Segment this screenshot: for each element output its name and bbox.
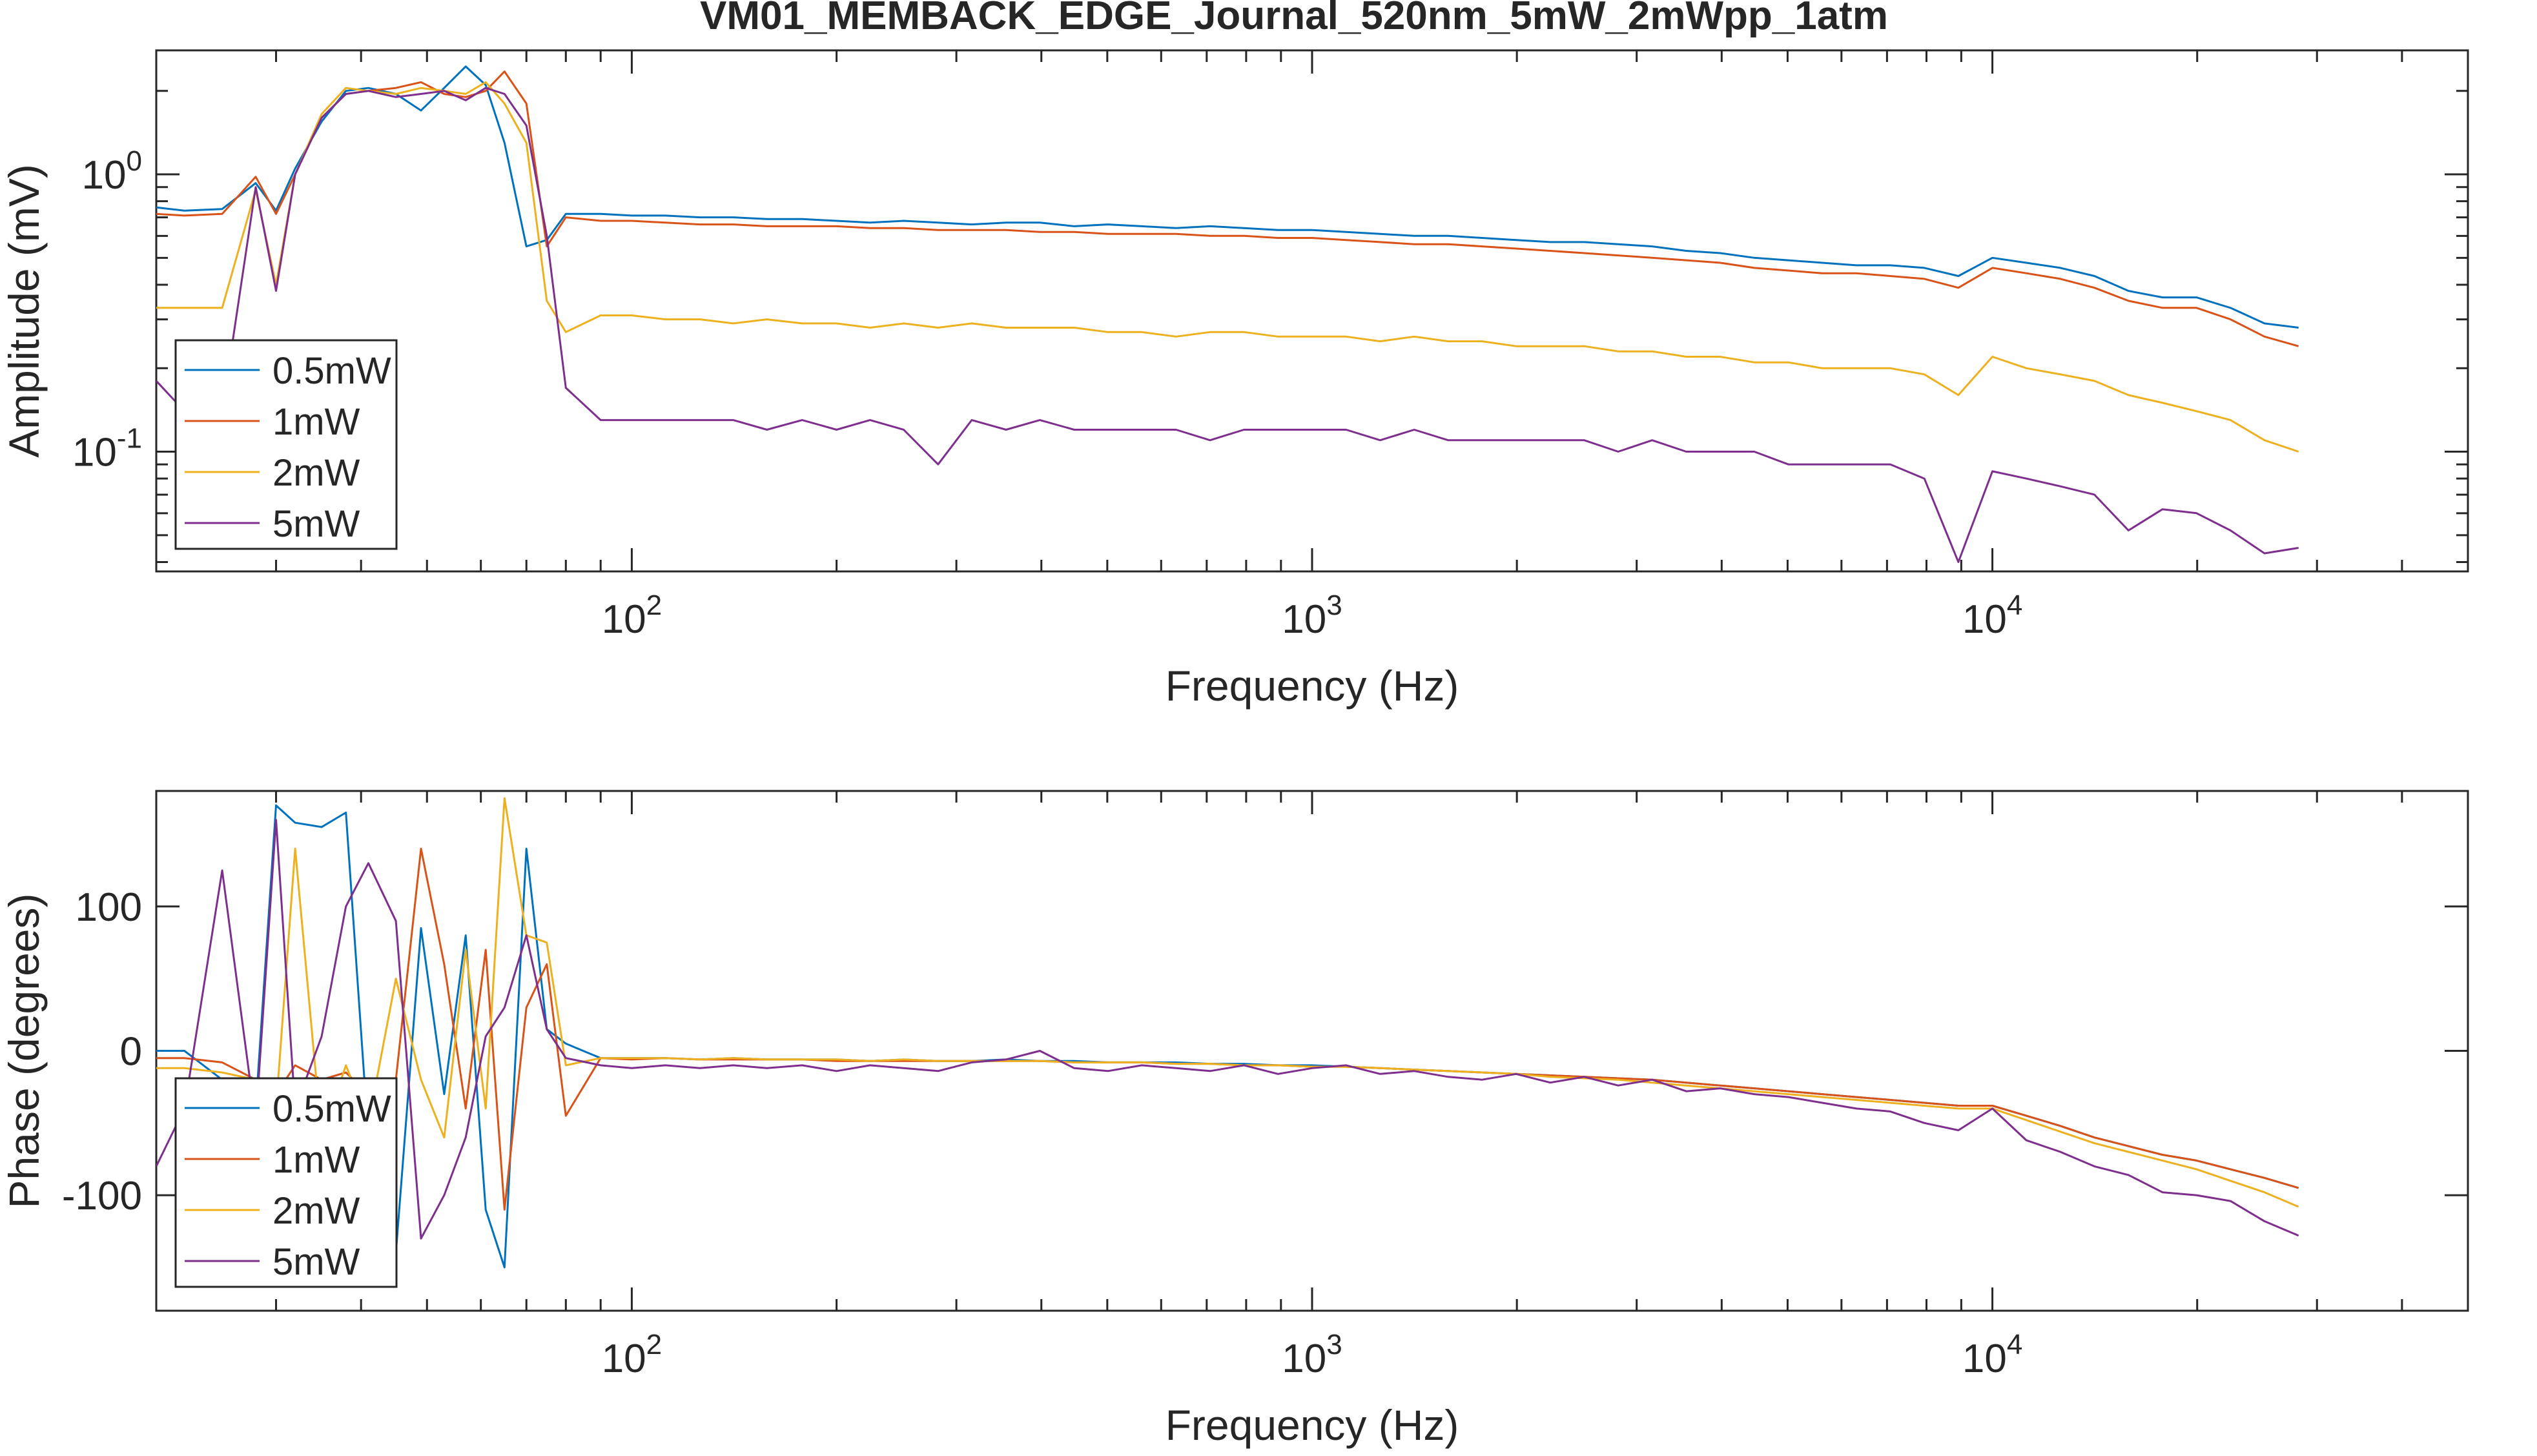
series-lines <box>156 65 2299 563</box>
series-line-5mW <box>156 819 2299 1240</box>
x-tick-label: 104 <box>1962 590 2022 642</box>
x-tick-label: 104 <box>1962 1329 2022 1381</box>
y-tick-label: 100 <box>82 145 142 198</box>
series-line-2mW <box>156 81 2299 453</box>
plot-area <box>155 790 2469 1312</box>
plot-area <box>155 49 2469 573</box>
series-line-2mW <box>156 797 2299 1208</box>
legend: 0.5mW 1mW 2mW 5mW <box>174 1077 398 1288</box>
x-minor-ticks <box>155 791 2469 1311</box>
x-axis-label: Frequency (Hz) <box>1166 1401 1459 1449</box>
x-tick-label: 103 <box>1282 590 1342 642</box>
y-axis-label: Phase (degrees) <box>0 894 48 1209</box>
x-axis-label: Frequency (Hz) <box>1166 662 1459 710</box>
legend-label: 0.5mW <box>272 1088 391 1130</box>
y-tick-label: 10-1 <box>72 423 142 475</box>
amplitude-panel: 102 103 104 100 10-1 Frequency (Hz) Amplitude … <box>0 49 2469 710</box>
y-minor-ticks <box>156 90 2468 563</box>
legend-box <box>174 1077 398 1288</box>
legend-label: 0.5mW <box>272 350 391 392</box>
series-lines <box>156 797 2299 1269</box>
legend: 0.5mW 1mW 2mW 5mW <box>174 339 398 550</box>
series-line-5mW <box>156 87 2299 563</box>
figure-title: VM01_MEMBACK_EDGE_Journal_520nm_5mW_2mWp… <box>700 0 1888 38</box>
y-tick-label: -100 <box>62 1174 142 1218</box>
legend-label: 5mW <box>272 503 360 545</box>
phase-panel: 102 103 104 100 0 -100 Frequency (Hz) Phase (de… <box>0 790 2469 1449</box>
legend-label: 2mW <box>272 1190 360 1232</box>
y-axis-label: Amplitude (mV) <box>0 164 48 458</box>
legend-label: 5mW <box>272 1241 360 1283</box>
legend-label: 1mW <box>272 401 360 443</box>
x-minor-ticks <box>155 50 2469 571</box>
y-tick-label: 0 <box>120 1030 142 1074</box>
x-tick-label: 103 <box>1282 1329 1342 1381</box>
x-tick-label: 102 <box>602 590 662 642</box>
legend-box <box>174 339 398 550</box>
legend-label: 2mW <box>272 452 360 494</box>
x-tick-label: 102 <box>602 1329 662 1381</box>
y-tick-label: 100 <box>76 885 142 930</box>
legend-label: 1mW <box>272 1139 360 1181</box>
series-line-0.5mW <box>156 65 2299 329</box>
